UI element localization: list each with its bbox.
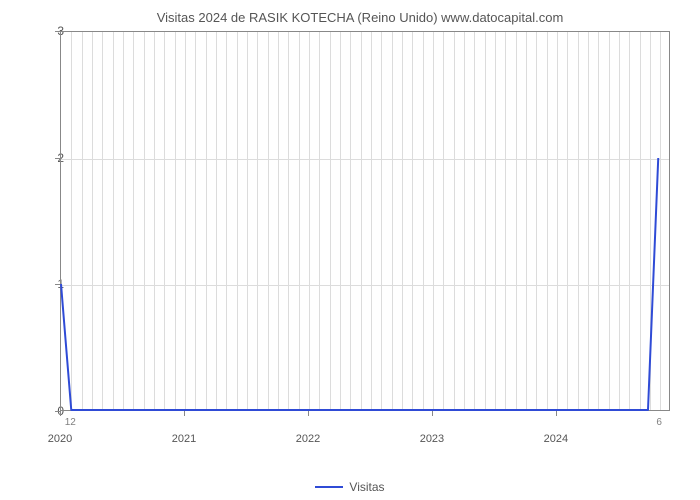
x-tick-label-major: 2021: [172, 433, 196, 445]
chart-container: Visitas 2024 de RASIK KOTECHA (Reino Uni…: [40, 10, 680, 430]
line-series: [61, 32, 669, 410]
x-tick-label-minor: 12: [65, 417, 76, 428]
x-tick-label-major: 2024: [544, 433, 568, 445]
x-tick-mark: [184, 411, 185, 416]
x-tick-label-major: 2023: [420, 433, 444, 445]
legend: Visitas: [0, 479, 700, 494]
series-line: [61, 158, 658, 410]
x-tick-mark: [432, 411, 433, 416]
legend-label: Visitas: [349, 480, 384, 494]
x-tick-label-major: 2020: [48, 433, 72, 445]
chart-title: Visitas 2024 de RASIK KOTECHA (Reino Uni…: [40, 10, 680, 25]
legend-line-swatch: [315, 486, 343, 488]
x-tick-label-major: 2022: [296, 433, 320, 445]
x-tick-mark: [308, 411, 309, 416]
x-tick-mark: [60, 411, 61, 416]
x-tick-label-minor: 6: [656, 417, 662, 428]
x-tick-mark: [556, 411, 557, 416]
plot-area: [60, 31, 670, 411]
